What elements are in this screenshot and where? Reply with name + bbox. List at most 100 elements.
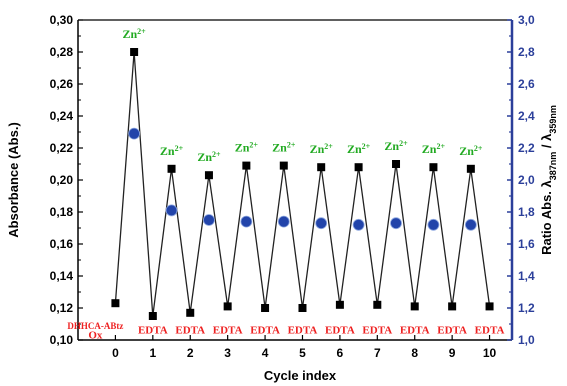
marker-layer bbox=[111, 48, 494, 320]
y2-tick-label: 2,6 bbox=[518, 77, 535, 91]
edta-label: EDTA bbox=[213, 325, 243, 337]
zn-label-sup: 2+ bbox=[175, 143, 184, 152]
y2-axis-title-lambda1: λ bbox=[539, 179, 554, 187]
x-tick-label: 6 bbox=[337, 346, 344, 360]
zn-label: Zn2+ bbox=[384, 139, 408, 154]
absorbance-point bbox=[317, 163, 326, 172]
absorbance-point bbox=[261, 304, 270, 312]
zn-label-sup: 2+ bbox=[137, 27, 146, 36]
y-tick-label: 0,26 bbox=[50, 77, 74, 91]
edta-label: EDTA bbox=[250, 325, 280, 337]
edta-label: EDTA bbox=[400, 325, 430, 337]
absorbance-point bbox=[354, 163, 363, 172]
absorbance-point bbox=[242, 161, 251, 170]
annotation-layer: Zn2+Zn2+Zn2+ Zn2+ Zn2+ Zn2+ Zn2+ Zn2+ Zn2+ Zn2+… bbox=[67, 27, 504, 342]
zn-label-base: Zn bbox=[347, 142, 362, 156]
absorbance-point bbox=[373, 300, 382, 309]
y2-tick-label: 1,0 bbox=[518, 333, 535, 347]
x-tick-label: 1 bbox=[149, 346, 156, 360]
y2-axis-title-sub2: 359nm bbox=[548, 105, 558, 134]
edta-label: EDTA bbox=[138, 325, 168, 337]
y2-tick-label: 1,6 bbox=[518, 237, 535, 251]
start-label-line1: DHHCA-ABtz bbox=[67, 321, 123, 331]
y2-axis-title-slash: / bbox=[539, 141, 554, 152]
zn-label: Zn2+ bbox=[235, 140, 259, 155]
absorbance-point bbox=[429, 163, 438, 172]
zn-label: Zn2+ bbox=[347, 142, 371, 157]
x-tick-label: 5 bbox=[299, 346, 306, 360]
absorbance-point bbox=[130, 48, 139, 56]
zn-label-sup: 2+ bbox=[399, 139, 408, 148]
zn-label-sup: 2+ bbox=[436, 142, 445, 151]
zn-label-sup: 2+ bbox=[474, 143, 483, 152]
zn-label-base: Zn bbox=[384, 139, 399, 153]
ratio-point bbox=[390, 217, 402, 230]
ratio-point bbox=[427, 218, 440, 231]
absorbance-point bbox=[204, 171, 213, 180]
y2-tick-label: 1,2 bbox=[518, 301, 535, 315]
y2-tick-label: 2,4 bbox=[518, 109, 535, 123]
y2-tick-label: 2,8 bbox=[518, 45, 535, 59]
ratio-point bbox=[128, 127, 141, 140]
absorbance-point bbox=[448, 302, 457, 311]
x-tick-label: 2 bbox=[187, 346, 194, 360]
zn-label: Zn2+ bbox=[197, 150, 221, 165]
zn-label-sup: 2+ bbox=[212, 150, 221, 159]
edta-label: EDTA bbox=[362, 325, 392, 337]
zn-label-base: Zn bbox=[459, 144, 474, 158]
series-line-absorbance bbox=[114, 51, 491, 317]
zn-label-base: Zn bbox=[160, 144, 175, 158]
absorbance-point bbox=[279, 161, 288, 170]
y2-tick-label: 2,0 bbox=[518, 173, 535, 187]
ratio-point bbox=[464, 218, 477, 231]
zn-label: Zn2+ bbox=[272, 140, 296, 155]
y-tick-label: 0,24 bbox=[50, 109, 74, 123]
y-axis-title: Absorbance (Abs.) bbox=[6, 122, 21, 238]
absorbance-point bbox=[148, 312, 157, 320]
zn-label-sup: 2+ bbox=[324, 142, 333, 151]
zn-label-base: Zn bbox=[422, 142, 437, 156]
edta-label: EDTA bbox=[175, 325, 205, 337]
zn-label-sup: 2+ bbox=[249, 140, 258, 149]
edta-label: EDTA bbox=[475, 325, 505, 337]
absorbance-point bbox=[392, 160, 401, 168]
y-tick-label: 0,20 bbox=[50, 173, 74, 187]
y2-axis-title: Ratio Abs. λ387nm / λ359nm bbox=[539, 105, 558, 255]
absorbance-point bbox=[466, 164, 475, 173]
zn-label: Zn2+ bbox=[459, 143, 483, 158]
zn-label-base: Zn bbox=[197, 150, 212, 164]
x-tick-label: 0 bbox=[112, 346, 119, 360]
zn-label-base: Zn bbox=[235, 141, 250, 155]
y2-tick-label: 1,4 bbox=[518, 269, 535, 283]
y-tick-label: 0,22 bbox=[50, 141, 74, 155]
x-tick-label: 7 bbox=[374, 346, 381, 360]
zn-label: Zn2+ bbox=[422, 142, 446, 157]
ratio-point bbox=[203, 214, 215, 226]
zn-label-sup: 2+ bbox=[287, 140, 296, 149]
ratio-point bbox=[277, 215, 290, 228]
edta-label: EDTA bbox=[288, 325, 318, 337]
x-tick-label: 10 bbox=[483, 346, 497, 360]
zn-label-base: Zn bbox=[272, 141, 287, 155]
absorbance-point bbox=[410, 302, 419, 311]
series-line-layer bbox=[114, 51, 491, 317]
start-label-line2: Ox bbox=[88, 329, 103, 341]
ratio-point bbox=[352, 218, 365, 231]
y-tick-label: 0,12 bbox=[50, 301, 74, 315]
y-tick-label: 0,28 bbox=[50, 45, 74, 59]
y2-tick-label: 2,2 bbox=[518, 141, 535, 155]
y2-tick-label: 1,8 bbox=[518, 205, 535, 219]
x-tick-label: 3 bbox=[224, 346, 231, 360]
zn-label: Zn2+ bbox=[160, 143, 184, 158]
edta-label: EDTA bbox=[325, 325, 355, 337]
y-tick-label: 0,14 bbox=[50, 269, 74, 283]
y-tick-label: 0,30 bbox=[50, 13, 74, 27]
zn-label: Zn2+ bbox=[122, 27, 146, 42]
ratio-point bbox=[165, 204, 178, 217]
edta-label: EDTA bbox=[437, 325, 467, 337]
ratio-point bbox=[315, 217, 328, 230]
ratio-point bbox=[240, 215, 253, 228]
x-tick-label: 9 bbox=[449, 346, 456, 360]
zn-label-base: Zn bbox=[310, 142, 325, 156]
